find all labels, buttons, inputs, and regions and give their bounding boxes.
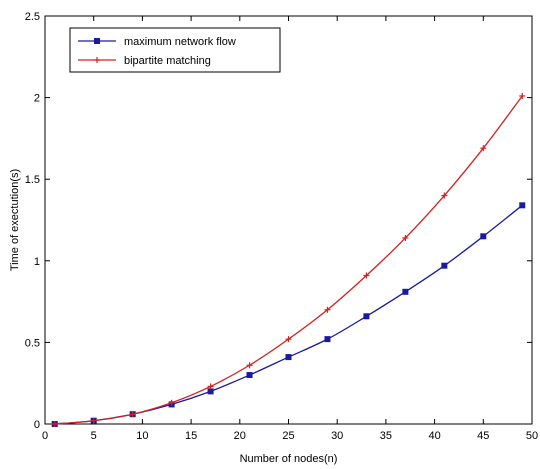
legend-marker-shape — [94, 38, 100, 44]
data-point-bipartite-matching — [285, 336, 292, 343]
legend-marker-shape — [94, 57, 100, 63]
y-tick-label: 0.5 — [25, 337, 40, 349]
data-point-bipartite-matching — [90, 417, 97, 424]
y-tick-label: 2.5 — [25, 11, 40, 23]
x-tick-label: 20 — [234, 430, 246, 442]
legend-label-bipartite-matching: bipartite matching — [124, 55, 211, 67]
data-point-bipartite-matching — [51, 421, 58, 427]
y-tick-label: 1.5 — [25, 174, 40, 186]
x-tick-label: 15 — [185, 430, 197, 442]
y-tick-label: 0 — [34, 419, 40, 431]
legend-label-maximum-network-flow: maximum network flow — [124, 36, 236, 48]
x-tick-label: 30 — [331, 430, 343, 442]
data-point-maximum-network-flow — [324, 336, 331, 343]
x-tick-label: 50 — [526, 430, 538, 442]
x-axis-label: Number of nodes(n) — [240, 453, 338, 465]
data-point-maximum-network-flow — [207, 388, 214, 395]
data-point-bipartite-matching — [324, 306, 331, 313]
y-tick-label: 2 — [34, 93, 40, 105]
x-tick-label: 25 — [282, 430, 294, 442]
data-point-bipartite-matching — [480, 145, 487, 152]
data-point-maximum-network-flow — [246, 372, 253, 379]
data-point-bipartite-matching — [402, 234, 409, 241]
x-tick-label: 10 — [136, 430, 148, 442]
data-point-maximum-network-flow — [519, 202, 526, 209]
x-tick-label: 40 — [428, 430, 440, 442]
data-point-maximum-network-flow — [402, 288, 409, 295]
series-layer — [51, 92, 526, 427]
data-point-bipartite-matching — [168, 399, 175, 406]
x-axis: 0 5 10 15 20 25 30 35 40 45 50 — [42, 16, 538, 442]
data-point-bipartite-matching — [363, 272, 370, 279]
legend-box — [69, 27, 281, 73]
x-tick-label: 45 — [477, 430, 489, 442]
data-point-bipartite-matching — [129, 411, 136, 418]
data-point-maximum-network-flow — [480, 233, 487, 240]
plot-frame — [44, 15, 533, 425]
plot-area — [44, 15, 533, 425]
data-point-maximum-network-flow — [441, 262, 448, 269]
legend: maximum network flow bipartite matching — [69, 27, 281, 73]
legend-marker-bipartite-matching — [94, 57, 100, 63]
y-axis: 0 0.5 1 1.5 2 2.5 — [25, 11, 532, 431]
legend-marker-maximum-network-flow — [94, 38, 100, 44]
y-axis-label: Time of exectution(s) — [9, 169, 21, 271]
x-tick-label: 0 — [42, 430, 48, 442]
data-point-bipartite-matching — [207, 383, 214, 390]
y-tick-label: 1 — [34, 256, 40, 268]
x-tick-label: 5 — [91, 430, 97, 442]
data-point-bipartite-matching — [246, 362, 253, 369]
x-tick-label: 35 — [380, 430, 392, 442]
data-point-maximum-network-flow — [363, 313, 370, 320]
data-point-bipartite-matching — [519, 92, 526, 99]
data-point-maximum-network-flow — [285, 354, 292, 361]
data-point-bipartite-matching — [441, 192, 448, 199]
